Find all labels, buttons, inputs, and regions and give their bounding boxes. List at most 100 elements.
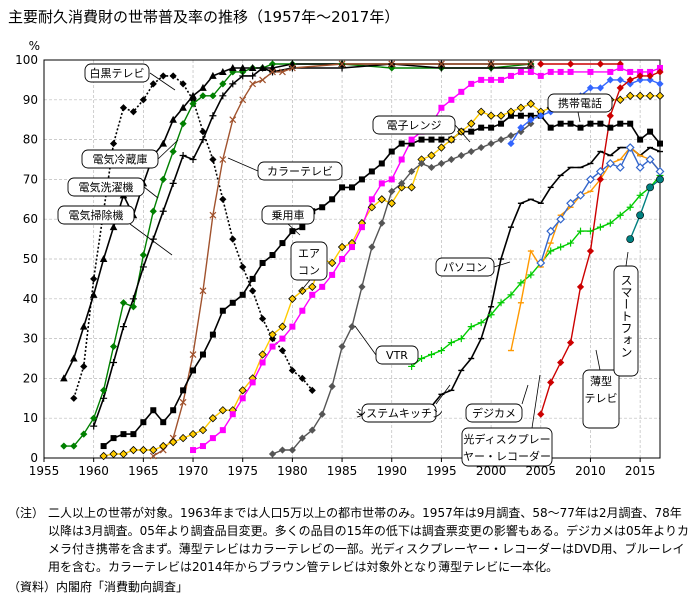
data-point-0-19: [258, 315, 267, 323]
data-point-7-16: [258, 350, 267, 359]
data-point-6-2: [120, 431, 127, 438]
data-point-3-15: [239, 72, 247, 80]
data-point-3-5: [139, 263, 147, 271]
data-point-10-23: [636, 191, 644, 199]
callout-label: 乗用車: [272, 208, 305, 222]
data-point-15-10: [636, 72, 644, 80]
data-point-4-5: [199, 287, 207, 295]
data-point-0-16: [229, 235, 237, 243]
data-point-0-21: [278, 346, 287, 355]
data-point-1-12: [179, 120, 187, 128]
series-line-14: [540, 146, 661, 264]
data-point-6-13: [229, 299, 236, 306]
data-point-8-22: [408, 136, 415, 143]
data-point-8-0: [190, 447, 197, 454]
data-point-6-53: [627, 120, 634, 127]
data-point-2-13: [189, 91, 197, 99]
data-point-9-10: [368, 243, 376, 251]
data-point-6-32: [418, 136, 425, 143]
data-point-13-8: [586, 84, 595, 92]
data-point-3-12: [209, 112, 217, 120]
x-tick-label: 1990: [376, 464, 407, 478]
data-point-2-11: [169, 115, 177, 123]
data-point-9-13: [398, 179, 406, 187]
callout-0: 白黒テレビ: [84, 63, 176, 91]
data-point-8-30: [488, 76, 495, 83]
series-markers-13: [507, 76, 664, 148]
data-point-7-11: [208, 414, 218, 423]
callout-label: コン: [298, 264, 320, 277]
data-point-6-38: [478, 124, 485, 131]
data-point-14-9: [625, 143, 635, 153]
data-point-8-34: [527, 68, 534, 75]
data-point-3-8: [169, 179, 177, 187]
data-point-1-13: [189, 100, 197, 108]
data-point-7-42: [516, 103, 526, 112]
data-point-6-8: [180, 387, 187, 394]
data-point-10-14: [547, 247, 555, 255]
data-point-8-33: [517, 68, 524, 75]
data-point-2-10: [159, 139, 168, 147]
data-point-4-6: [209, 211, 217, 219]
callout-label: テレビ: [585, 392, 618, 405]
data-point-7-2: [119, 449, 128, 459]
x-tick-label: 2010: [575, 464, 606, 478]
data-point-9-22: [487, 139, 495, 148]
data-point-13-10: [606, 76, 614, 84]
data-point-4-17: [437, 60, 445, 68]
data-point-2-16: [219, 67, 227, 75]
callout-leader: [149, 72, 176, 91]
data-point-7-18: [278, 322, 287, 331]
data-point-0-18: [249, 287, 257, 295]
data-point-4-11: [259, 76, 267, 84]
callout-10: システムキッチン: [355, 384, 451, 423]
data-point-0-5: [119, 104, 128, 112]
data-point-0-10: [169, 72, 177, 80]
data-point-4-18: [487, 60, 495, 68]
callout-leader: [129, 223, 173, 256]
data-point-9-11: [378, 219, 386, 227]
x-tick-label: 1980: [277, 464, 308, 478]
x-tick-label: 1970: [178, 464, 209, 478]
data-point-13-2: [527, 116, 535, 124]
callout-label: 光ディスクプレー: [463, 432, 550, 446]
callout-leader: [435, 384, 451, 405]
data-point-6-15: [249, 275, 256, 282]
data-point-16-3: [656, 175, 664, 184]
callout-leader: [227, 157, 259, 172]
data-point-6-47: [567, 120, 574, 127]
data-point-6-45: [547, 124, 554, 131]
data-point-8-27: [458, 88, 465, 95]
data-point-1-2: [80, 430, 88, 438]
callout-leader: [625, 251, 629, 267]
data-point-9-2: [288, 446, 296, 454]
data-point-7-39: [486, 111, 496, 120]
callout-3: 電気掃除機: [57, 205, 173, 256]
data-point-2-15: [209, 71, 217, 79]
data-point-7-43: [526, 99, 536, 108]
data-point-6-27: [368, 168, 375, 175]
data-point-6-17: [269, 252, 276, 259]
callout-smartphone: スマートフォン: [613, 251, 639, 377]
callout-box: [375, 345, 419, 365]
data-point-3-23: [487, 64, 495, 72]
data-point-9-15: [417, 159, 426, 168]
y-axis-unit: %: [29, 39, 40, 53]
data-point-9-20: [467, 147, 475, 156]
callout-label: パソコン: [443, 261, 487, 274]
data-point-6-31: [408, 140, 415, 147]
axes: 0 10 20 30 40 50 60 70 80 90 100 1955 1960 1965 1970 19…: [15, 39, 661, 478]
data-point-7-27: [367, 203, 377, 212]
callout-leader: [577, 111, 581, 123]
data-point-0-23: [298, 374, 306, 382]
data-point-4-7: [219, 156, 227, 163]
data-point-6-43: [527, 112, 534, 119]
data-point-7-19: [288, 294, 297, 303]
data-point-6-5: [150, 407, 157, 414]
data-point-7-1: [109, 449, 118, 459]
data-point-3-7: [159, 207, 167, 215]
data-point-4-10: [249, 80, 257, 88]
data-point-8-4: [229, 411, 236, 418]
data-point-4-8: [229, 116, 237, 124]
